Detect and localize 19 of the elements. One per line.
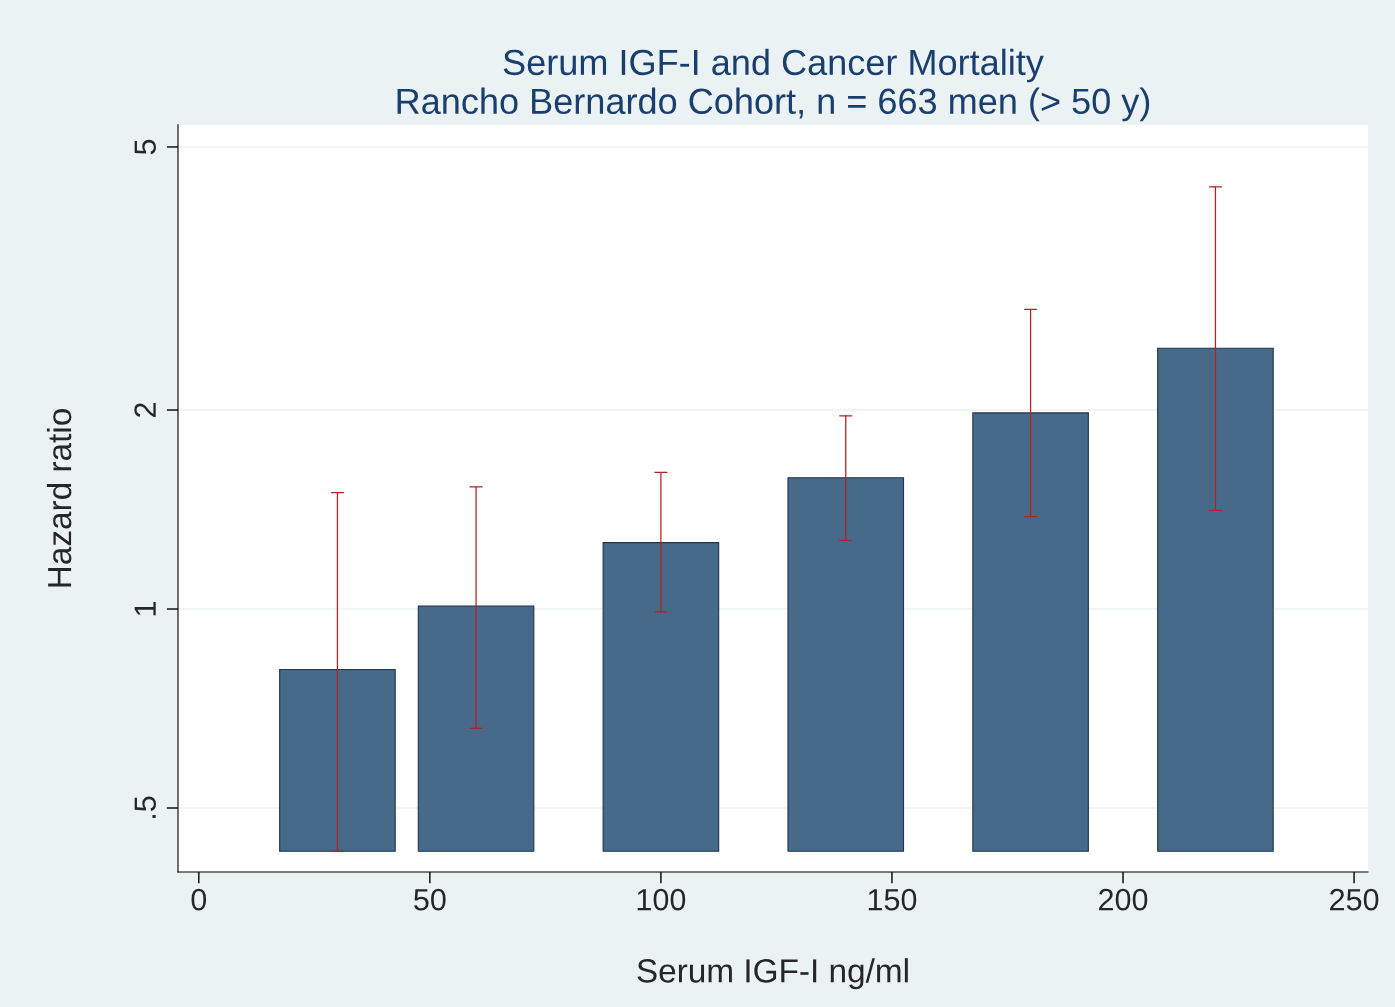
- bar: [787, 477, 905, 852]
- x-tick-label: 50: [414, 888, 446, 911]
- y-tick-label: 5: [134, 139, 156, 155]
- bar: [972, 412, 1089, 852]
- bar: [602, 542, 720, 852]
- bar: [417, 605, 535, 852]
- x-axis-title: Serum IGF-I ng/ml: [637, 958, 908, 990]
- bar: [279, 668, 396, 852]
- x-tick-label: 150: [868, 888, 917, 911]
- x-tick-label: 250: [1330, 888, 1379, 911]
- y-tick-label: 1: [134, 602, 156, 616]
- y-tick-label: 2: [134, 403, 156, 417]
- x-tick-label: 200: [1099, 888, 1148, 911]
- y-tick-label: .5: [134, 796, 156, 818]
- x-tick-label: 0: [191, 888, 207, 911]
- x-tick-label: 100: [637, 888, 686, 911]
- chart-title: Serum IGF-I and Cancer Mortality Rancho Bernardo Cohort, n = 663 men (> 50 y): [397, 48, 1150, 122]
- y-axis-title: Hazard ratio: [46, 409, 72, 587]
- bar: [1157, 347, 1274, 852]
